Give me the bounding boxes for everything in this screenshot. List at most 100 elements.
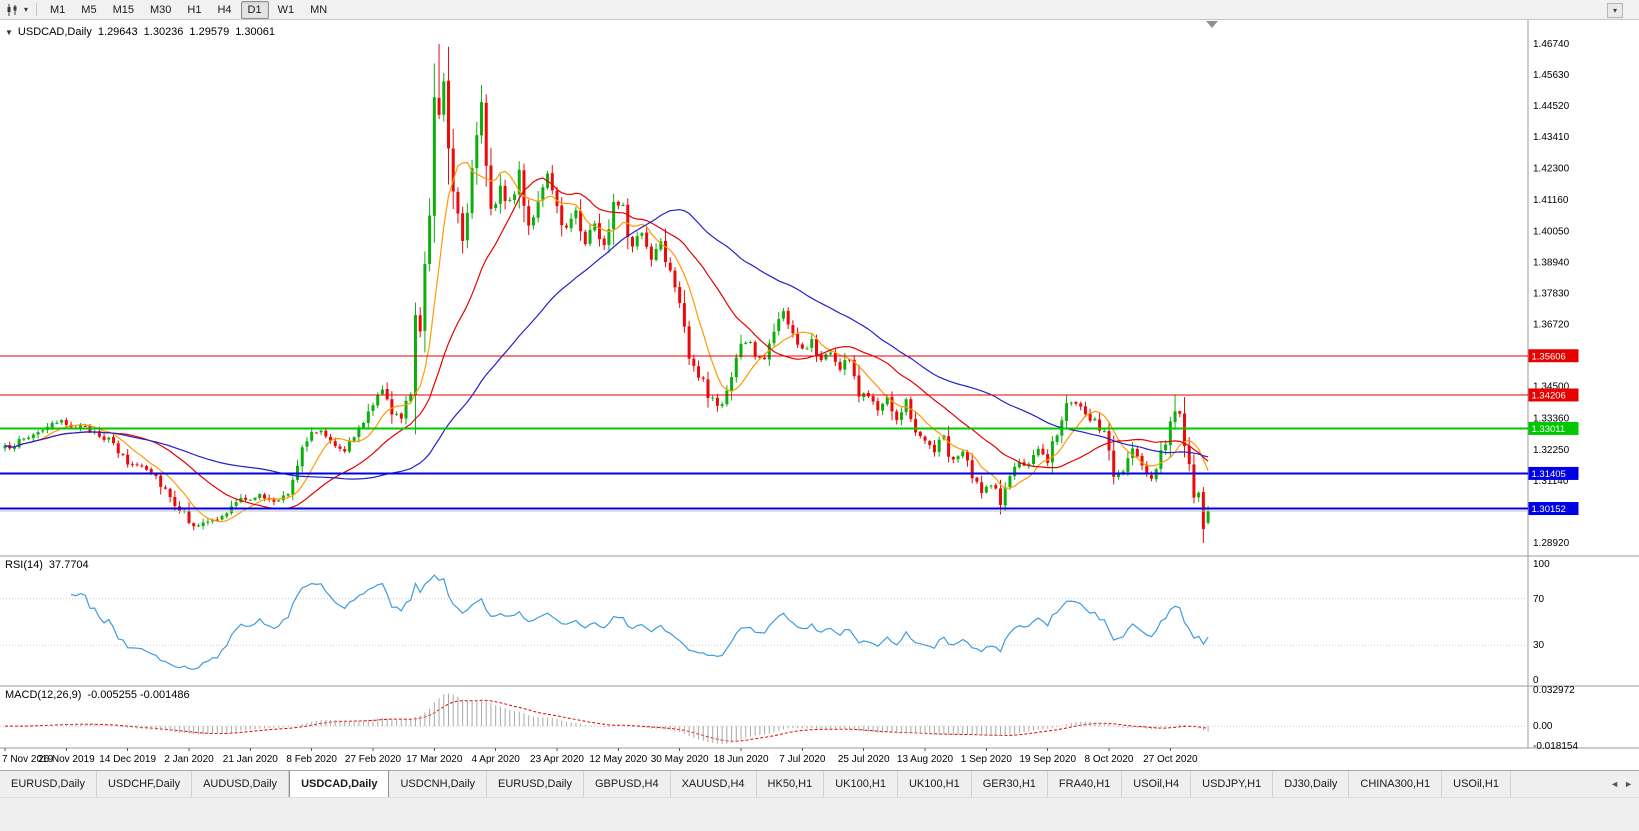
svg-text:27 Oct 2020: 27 Oct 2020	[1143, 754, 1198, 765]
svg-text:27 Feb 2020: 27 Feb 2020	[345, 754, 402, 765]
candlestick-glyph	[7, 3, 17, 16]
timeframe-button-h4[interactable]: H4	[217, 3, 232, 16]
svg-text:70: 70	[1533, 594, 1545, 605]
chart-tab-usoil-h1[interactable]: USOil,H1	[1442, 771, 1511, 797]
chart-tab-china300-h1[interactable]: CHINA300,H1	[1349, 771, 1443, 797]
macd-panel: 0.032972 0.00 -0.018154	[0, 685, 1578, 752]
chart-window: 1.46740 1.45630 1.44520 1.43410 1.42300 1.411…	[0, 20, 1639, 770]
toolbar-separator	[36, 3, 38, 16]
chart-shift-marker[interactable]	[1206, 21, 1218, 28]
tab-scroll-right-icon[interactable]: ►	[1624, 779, 1633, 789]
timeframe-button-m5[interactable]: M5	[81, 3, 97, 16]
tab-scroll-left-icon[interactable]: ◄	[1610, 779, 1620, 789]
svg-text:1.34500: 1.34500	[1533, 382, 1570, 393]
panel-frame	[0, 20, 1639, 749]
rsi-indicator-label: RSI(14) 37.7704	[5, 559, 95, 571]
svg-text:1.31405: 1.31405	[1532, 469, 1566, 480]
timeframe-button-d1[interactable]: D1	[240, 0, 269, 19]
timeframe-button-h1[interactable]: H1	[187, 3, 202, 16]
chart-tab-ger30-h1[interactable]: GER30,H1	[972, 771, 1048, 797]
svg-text:1.34206: 1.34206	[1532, 390, 1566, 401]
svg-text:1.28920: 1.28920	[1533, 538, 1570, 549]
bottom-strip	[0, 797, 1639, 831]
chart-tab-uk100-h1[interactable]: UK100,H1	[824, 771, 898, 797]
svg-text:2 Jan 2020: 2 Jan 2020	[164, 754, 214, 765]
svg-text:1.38940: 1.38940	[1533, 257, 1570, 268]
chart-type-dropdown-icon[interactable]: ▾	[24, 4, 29, 14]
tab-scroll-controls: ◄ ►	[1604, 771, 1639, 797]
timeframe-button-group: M1 M5 M15 M30 H1 H4 D1 W1 MN	[42, 0, 335, 19]
chart-tab-usdcad-daily[interactable]: USDCAD,Daily	[289, 771, 390, 797]
chart-tab-hk50-h1[interactable]: HK50,H1	[757, 771, 825, 797]
svg-text:1 Sep 2020: 1 Sep 2020	[961, 754, 1013, 765]
ohlc-low: 1.29579	[189, 26, 230, 38]
chart-tab-gbpusd-h4[interactable]: GBPUSD,H4	[584, 771, 671, 797]
symbol-tab-bar: EURUSD,Daily USDCHF,Daily AUDUSD,Daily USDC…	[0, 770, 1639, 797]
chart-tab-xauusd-h4[interactable]: XAUUSD,H4	[671, 771, 757, 797]
chart-tab-fra40-h1[interactable]: FRA40,H1	[1048, 771, 1123, 797]
timeframe-button-m30[interactable]: M30	[149, 3, 172, 16]
rsi-line	[70, 574, 1209, 670]
svg-text:19 Sep 2020: 19 Sep 2020	[1019, 754, 1076, 765]
ohlc-high: 1.30236	[143, 26, 184, 38]
svg-text:1.45630: 1.45630	[1533, 70, 1570, 81]
chart-tab-uk100-h1[interactable]: UK100,H1	[898, 771, 972, 797]
svg-text:1.33360: 1.33360	[1533, 414, 1570, 425]
timeframe-button-m1[interactable]: M1	[50, 3, 66, 16]
svg-text:8 Oct 2020: 8 Oct 2020	[1085, 754, 1134, 765]
chart-tab-eurusd-daily[interactable]: EURUSD,Daily	[0, 771, 97, 797]
toolbar-overflow-icon[interactable]: ▾	[1607, 3, 1623, 18]
chart-tab-audusd-daily[interactable]: AUDUSD,Daily	[192, 771, 290, 797]
svg-text:1.44520: 1.44520	[1533, 101, 1570, 112]
svg-text:17 Mar 2020: 17 Mar 2020	[406, 754, 463, 765]
candlestick-series	[3, 43, 1210, 544]
svg-text:1.30152: 1.30152	[1532, 504, 1566, 515]
svg-text:12 May 2020: 12 May 2020	[589, 754, 647, 765]
svg-text:18 Jun 2020: 18 Jun 2020	[713, 754, 768, 765]
svg-text:1.32250: 1.32250	[1533, 445, 1570, 456]
chart-tab-usdcnh-daily[interactable]: USDCNH,Daily	[389, 771, 488, 797]
svg-text:8 Feb 2020: 8 Feb 2020	[286, 754, 337, 765]
chart-tab-dj30-daily[interactable]: DJ30,Daily	[1273, 771, 1350, 797]
horizontal-level-lines[interactable]	[0, 355, 1528, 512]
svg-text:0.00: 0.00	[1533, 721, 1553, 732]
chart-tab-usdjpy-h1[interactable]: USDJPY,H1	[1191, 771, 1274, 797]
svg-text:30: 30	[1533, 640, 1545, 651]
moving-average-24	[4, 177, 1209, 510]
chart-symbol-label: USDCAD,Daily	[17, 26, 92, 38]
svg-text:13 Aug 2020: 13 Aug 2020	[897, 754, 954, 765]
svg-text:25 Jul 2020: 25 Jul 2020	[838, 754, 890, 765]
chart-menu-icon[interactable]: ▼	[5, 27, 13, 37]
chart-tab-eurusd-daily[interactable]: EURUSD,Daily	[487, 771, 584, 797]
svg-text:1.36720: 1.36720	[1533, 320, 1570, 331]
chart-tab-usdchf-daily[interactable]: USDCHF,Daily	[97, 771, 193, 797]
svg-text:21 Jan 2020: 21 Jan 2020	[223, 754, 278, 765]
macd-values: -0.005255 -0.001486	[87, 689, 190, 701]
svg-text:1.33011: 1.33011	[1532, 424, 1566, 435]
rsi-name: RSI(14)	[5, 559, 43, 571]
svg-text:1.40050: 1.40050	[1533, 226, 1570, 237]
moving-average-8	[4, 161, 1209, 523]
candlestick-chart-icon[interactable]	[3, 2, 21, 18]
svg-text:1.46740: 1.46740	[1533, 39, 1570, 50]
timeframe-button-m15[interactable]: M15	[112, 3, 134, 16]
timeframe-button-w1[interactable]: W1	[277, 3, 295, 16]
svg-text:1.35606: 1.35606	[1532, 351, 1566, 362]
rsi-value: 37.7704	[48, 559, 89, 571]
chart-title: ▼ USDCAD,Daily 1.29643 1.30236 1.29579 1…	[5, 26, 281, 38]
timeframe-button-mn[interactable]: MN	[310, 3, 328, 16]
svg-text:23 Apr 2020: 23 Apr 2020	[530, 754, 584, 765]
svg-text:1.37830: 1.37830	[1533, 288, 1570, 299]
svg-text:100: 100	[1533, 559, 1550, 570]
macd-name: MACD(12,26,9)	[5, 689, 82, 701]
svg-text:14 Dec 2019: 14 Dec 2019	[99, 754, 156, 765]
axis-price-tags: 1.35606 1.34206 1.33011 1.31405 1.30152	[1528, 349, 1579, 516]
svg-text:1.41160: 1.41160	[1533, 195, 1569, 206]
chart-tab-usoil-h4[interactable]: USOil,H4	[1122, 771, 1192, 797]
ohlc-close: 1.30061	[235, 26, 275, 38]
chart-canvas[interactable]: 1.46740 1.45630 1.44520 1.43410 1.42300 1.411…	[0, 20, 1639, 770]
svg-text:30 May 2020: 30 May 2020	[651, 754, 709, 765]
svg-text:0: 0	[1533, 675, 1539, 686]
svg-text:1.42300: 1.42300	[1533, 163, 1570, 174]
